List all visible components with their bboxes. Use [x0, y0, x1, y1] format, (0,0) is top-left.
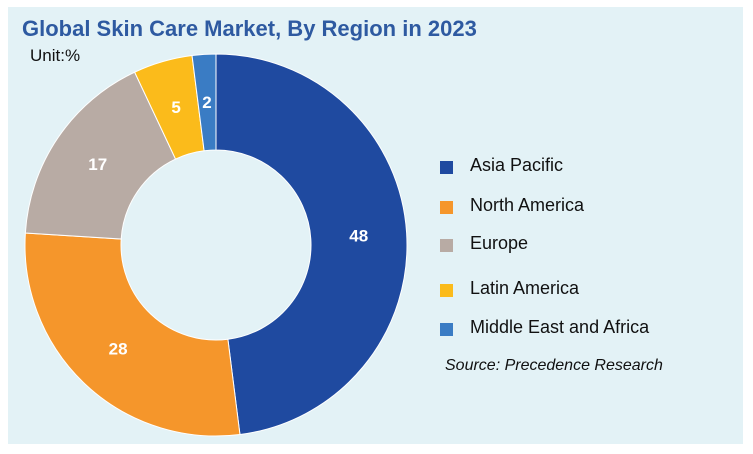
legend-swatch-europe	[440, 239, 453, 252]
slice-label-north-america: 28	[109, 340, 128, 359]
legend-label-middle-east-africa: Middle East and Africa	[470, 317, 650, 337]
legend-label-europe: Europe	[470, 233, 529, 253]
chart-title: Global Skin Care Market, By Region in 20…	[22, 16, 477, 41]
legend-swatch-asia-pacific	[440, 161, 453, 174]
slice-asia-pacific	[215, 53, 408, 436]
legend-label-north-america: North America	[470, 195, 585, 215]
slice-label-europe: 17	[88, 155, 107, 174]
unit-label: Unit:%	[30, 46, 81, 65]
slice-label-latin-america: 5	[171, 98, 180, 117]
legend-label-latin-america: Latin America	[470, 278, 580, 298]
slice-europe	[24, 71, 177, 240]
legend-swatch-latin-america	[440, 284, 453, 297]
slice-middle-east-and-africa	[191, 53, 217, 152]
slice-north-america	[24, 232, 241, 437]
legend-label-asia-pacific: Asia Pacific	[470, 155, 564, 175]
legend-swatch-north-america	[440, 201, 453, 214]
slice-label-asia-pacific: 48	[349, 227, 368, 246]
slice-label-middle-east-and-africa: 2	[202, 93, 211, 112]
source-note: Source: Precedence Research	[445, 357, 663, 374]
legend-swatch-middle-east-africa	[440, 323, 453, 336]
